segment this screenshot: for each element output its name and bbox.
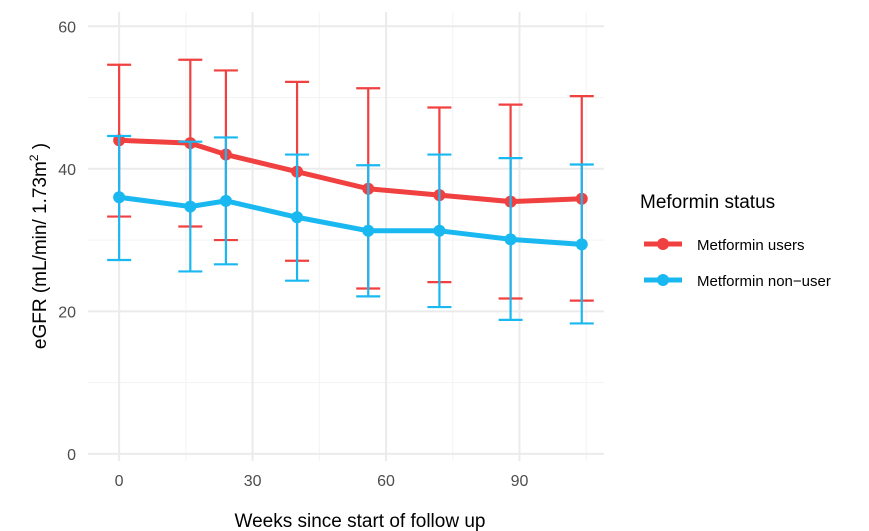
y-axis-ticks: 0 20 40 60 xyxy=(58,19,76,464)
legend-key-point xyxy=(657,238,669,250)
legend-key-point xyxy=(657,274,669,286)
data-point xyxy=(219,194,232,207)
data-point xyxy=(291,211,304,224)
y-tick-label: 20 xyxy=(58,304,76,321)
data-point xyxy=(575,238,588,251)
legend-item-1: Metformin users xyxy=(644,237,805,254)
legend-label: Metformin users xyxy=(697,237,805,254)
y-tick-label: 60 xyxy=(58,19,76,36)
legend-item-2: Metformin non−user xyxy=(644,273,831,290)
legend: Meformin status Metformin usersMetformin… xyxy=(640,192,831,290)
data-point xyxy=(362,224,375,237)
series-line xyxy=(116,137,585,205)
series-2 xyxy=(107,134,594,325)
y-tick-label: 0 xyxy=(67,447,76,464)
grid-lines xyxy=(88,12,604,461)
y-axis-title-superscript: 2 xyxy=(27,154,41,161)
series-line xyxy=(116,194,585,247)
x-axis-title: Weeks since start of follow up xyxy=(235,511,486,531)
x-tick-label: 90 xyxy=(511,473,529,490)
legend-title: Meformin status xyxy=(640,192,775,213)
x-tick-label: 0 xyxy=(115,473,124,490)
y-tick-label: 40 xyxy=(58,162,76,179)
y-axis-title-main: eGFR (mL/min/ 1.73m xyxy=(30,161,51,349)
legend-label: Metformin non−user xyxy=(697,273,831,290)
legend-items: Metformin users Metformin non−user xyxy=(644,237,831,290)
series-layer xyxy=(107,58,594,325)
data-point xyxy=(433,224,446,237)
data-point xyxy=(504,233,517,246)
x-tick-label: 30 xyxy=(244,473,262,490)
data-point xyxy=(184,200,197,213)
x-axis-ticks: 0 30 60 90 xyxy=(115,473,529,490)
y-axis-title: eGFR (mL/min/ 1.73m2 ) xyxy=(27,143,51,349)
x-tick-label: 60 xyxy=(377,473,395,490)
data-point xyxy=(113,191,126,204)
series-1 xyxy=(107,58,594,302)
y-axis-title-close: ) xyxy=(30,143,51,155)
